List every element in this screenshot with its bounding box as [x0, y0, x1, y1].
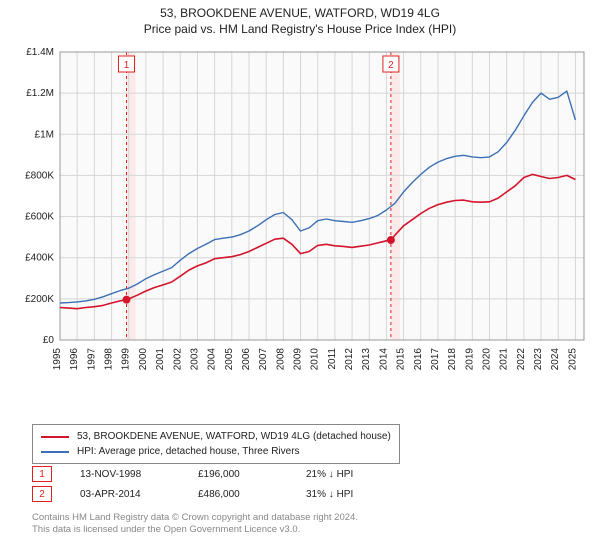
svg-text:2005: 2005: [224, 348, 235, 371]
svg-text:2021: 2021: [499, 348, 510, 371]
svg-text:2000: 2000: [138, 348, 149, 371]
svg-text:£200K: £200K: [25, 294, 54, 305]
legend-box: 53, BROOKDENE AVENUE, WATFORD, WD19 4LG …: [32, 424, 400, 464]
marker-price-2: £486,000: [198, 489, 278, 500]
svg-text:2009: 2009: [293, 348, 304, 371]
svg-text:2003: 2003: [189, 348, 200, 371]
legend-swatch-series2: [41, 451, 69, 453]
svg-text:1995: 1995: [52, 348, 63, 371]
footer-line-2: This data is licensed under the Open Gov…: [32, 524, 358, 536]
svg-text:2017: 2017: [430, 348, 441, 371]
chart-svg: 1 2 £0 £200K £400K £600K £800K £1M £1.2M £1.4M 199…: [8, 44, 592, 414]
legend-label-series2: HPI: Average price, detached house, Thre…: [77, 444, 300, 459]
marker-price-1: £196,000: [198, 469, 278, 480]
marker-diff-1: 21% ↓ HPI: [306, 469, 396, 480]
svg-text:2012: 2012: [344, 348, 355, 371]
svg-text:£1.4M: £1.4M: [26, 47, 54, 58]
svg-text:1: 1: [124, 60, 130, 71]
legend-row-series2: HPI: Average price, detached house, Thre…: [41, 444, 391, 459]
marker-table: 1 13-NOV-1998 £196,000 21% ↓ HPI 2 03-AP…: [32, 466, 396, 506]
footer-attribution: Contains HM Land Registry data © Crown c…: [32, 512, 358, 537]
svg-text:2007: 2007: [258, 348, 269, 371]
svg-text:£800K: £800K: [25, 170, 54, 181]
svg-text:2014: 2014: [378, 348, 389, 371]
svg-text:2018: 2018: [447, 348, 458, 371]
svg-text:2: 2: [388, 60, 394, 71]
svg-text:2024: 2024: [550, 348, 561, 371]
svg-text:£0: £0: [43, 335, 55, 346]
marker-badge-1: 1: [32, 466, 52, 482]
svg-text:2013: 2013: [361, 348, 372, 371]
svg-text:2023: 2023: [533, 348, 544, 371]
svg-text:1996: 1996: [69, 348, 80, 371]
svg-text:2016: 2016: [413, 348, 424, 371]
marker-badge-2: 2: [32, 486, 52, 502]
svg-text:£400K: £400K: [25, 253, 54, 264]
marker-date-2: 03-APR-2014: [80, 489, 170, 500]
legend-swatch-series1: [41, 436, 69, 438]
svg-text:1997: 1997: [86, 348, 97, 371]
svg-text:2002: 2002: [172, 348, 183, 371]
chart-plot-area: 1 2 £0 £200K £400K £600K £800K £1M £1.2M £1.4M 199…: [8, 44, 592, 414]
svg-text:2025: 2025: [567, 348, 578, 371]
svg-text:2006: 2006: [241, 348, 252, 371]
marker-row-2: 2 03-APR-2014 £486,000 31% ↓ HPI: [32, 486, 396, 502]
marker-diff-2: 31% ↓ HPI: [306, 489, 396, 500]
svg-text:2019: 2019: [464, 348, 475, 371]
svg-text:2010: 2010: [310, 348, 321, 371]
svg-text:£1.2M: £1.2M: [26, 88, 54, 99]
svg-text:2015: 2015: [396, 348, 407, 371]
svg-text:2022: 2022: [516, 348, 527, 371]
svg-text:2011: 2011: [327, 348, 338, 370]
legend-label-series1: 53, BROOKDENE AVENUE, WATFORD, WD19 4LG …: [77, 429, 391, 444]
chart-title-main: 53, BROOKDENE AVENUE, WATFORD, WD19 4LG: [0, 0, 600, 20]
chart-title-sub: Price paid vs. HM Land Registry's House …: [0, 20, 600, 36]
svg-text:1998: 1998: [104, 348, 115, 371]
footer-line-1: Contains HM Land Registry data © Crown c…: [32, 512, 358, 524]
marker-date-1: 13-NOV-1998: [80, 469, 170, 480]
svg-text:£1M: £1M: [35, 129, 54, 140]
svg-text:£600K: £600K: [25, 212, 54, 223]
svg-text:2001: 2001: [155, 348, 166, 371]
chart-container: 53, BROOKDENE AVENUE, WATFORD, WD19 4LG …: [0, 0, 600, 560]
legend-row-series1: 53, BROOKDENE AVENUE, WATFORD, WD19 4LG …: [41, 429, 391, 444]
svg-text:2008: 2008: [275, 348, 286, 371]
svg-text:2004: 2004: [207, 348, 218, 371]
marker-row-1: 1 13-NOV-1998 £196,000 21% ↓ HPI: [32, 466, 396, 482]
svg-text:2020: 2020: [482, 348, 493, 371]
svg-text:1999: 1999: [121, 348, 132, 371]
